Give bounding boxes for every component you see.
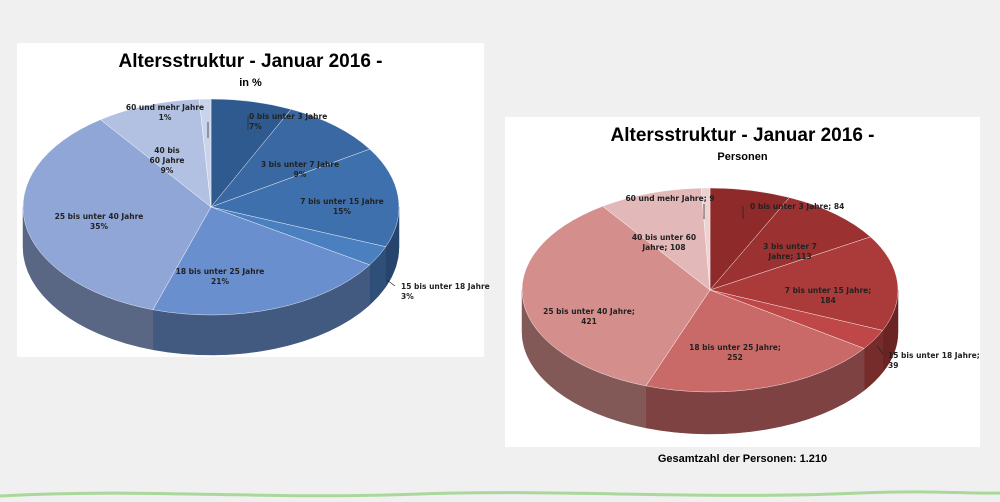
data-label: 7 bis unter 15 Jahre 15%: [300, 197, 384, 216]
leader-line: [876, 345, 884, 355]
chart-subtitle: Personen: [717, 151, 768, 163]
data-labels: 0 bis unter 3 Jahre 7% 3 bis unter 7 Jahre…: [55, 103, 490, 301]
data-label: 25 bis unter 40 Jahre 35%: [55, 212, 144, 231]
data-label: 25 bis unter 40 Jahre; 421: [543, 307, 635, 326]
pie-slice: [152, 206, 371, 316]
data-labels: 0 bis unter 3 Jahre; 84 3 bis unter 7 Jahr…: [543, 194, 980, 370]
chart-title: Altersstruktur - Januar 2016 -: [610, 125, 875, 146]
pie-slice: [700, 187, 711, 291]
chart-panel-percent: Altersstruktur - Januar 2016 - in % 0 bi…: [17, 43, 490, 357]
pie-slice: [210, 109, 371, 208]
chart-panel-persons: Altersstruktur - Januar 2016 - Personen …: [505, 117, 980, 447]
chart-subtitle: in %: [239, 77, 262, 89]
data-label: 15 bis unter 18 Jahre; 39: [888, 351, 980, 370]
pie-chart-persons: 0 bis unter 3 Jahre; 84 3 bis unter 7 Jahr…: [521, 187, 980, 435]
decorative-wave: [0, 490, 1000, 498]
data-label: 0 bis unter 3 Jahre; 84: [750, 202, 844, 211]
data-label: 3 bis unter 7 Jahre 9%: [261, 160, 339, 179]
data-label: 15 bis unter 18 Jahre 3%: [401, 282, 490, 301]
pie-slice: [602, 187, 711, 291]
pie-slice: [210, 148, 400, 247]
data-label: 3 bis unter 7 Jahre; 113: [763, 242, 817, 261]
pie-chart-percent: 0 bis unter 3 Jahre 7% 3 bis unter 7 Jahre…: [22, 98, 490, 356]
total-persons-caption: Gesamtzahl der Personen: 1.210: [657, 453, 828, 465]
data-label: 40 bis unter 60 Jahre; 108: [632, 233, 696, 252]
data-label: 60 und mehr Jahre 1%: [126, 103, 204, 122]
data-label: 40 bis 60 Jahre 9%: [149, 146, 184, 175]
pie-slice: [709, 197, 871, 291]
data-label: 18 bis unter 25 Jahre; 252: [689, 343, 781, 362]
chart-title: Altersstruktur - Januar 2016 -: [118, 51, 383, 72]
pie-slice: [645, 289, 865, 393]
data-label: 0 bis unter 3 Jahre 7%: [249, 112, 327, 131]
pie-slices: [22, 98, 400, 316]
data-label: 7 bis unter 15 Jahre; 184: [785, 286, 872, 305]
pie-slice: [100, 99, 212, 208]
pie-slices: [521, 187, 899, 393]
data-label: 60 und mehr Jahre; 9: [625, 194, 714, 203]
data-label: 18 bis unter 25 Jahre 21%: [176, 267, 265, 286]
pie-slice: [709, 236, 899, 331]
pie-slice: [521, 206, 711, 387]
leader-line: [386, 279, 396, 287]
pie-slice: [22, 119, 212, 310]
